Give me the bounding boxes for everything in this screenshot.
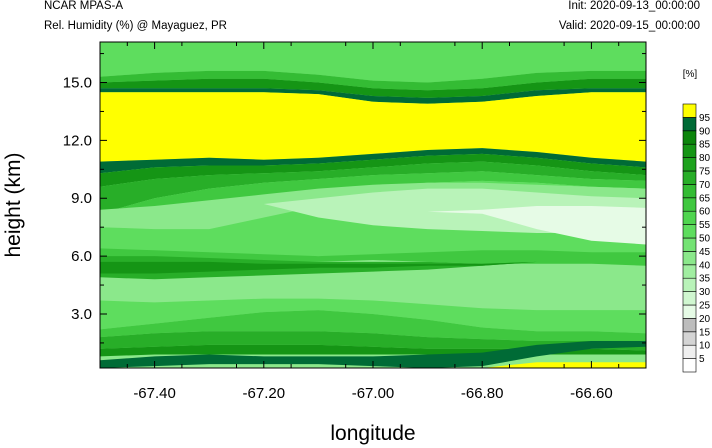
colorbar-level-label: 75: [699, 167, 711, 178]
model-title: NCAR MPAS-A: [44, 0, 124, 12]
humidity-band-18: [100, 298, 646, 334]
colorbar-swatch: [682, 157, 697, 172]
humidity-band-19: [100, 310, 646, 341]
y-tick-label: 3.0: [71, 306, 92, 323]
colorbar-level-label: 35: [699, 274, 711, 285]
colorbar-level-label: 65: [699, 193, 711, 204]
colorbar-level-label: 85: [699, 140, 711, 151]
colorbar-swatch: [682, 170, 697, 185]
colorbar-swatch: [682, 277, 697, 292]
colorbar-swatch: [682, 210, 697, 225]
colorbar-swatch: [682, 251, 697, 266]
x-axis: -67.40 -67.20 -67.00 -66.80 -66.60: [126, 42, 620, 402]
chart-subtitle: Rel. Humidity (%) @ Mayaguez, PR: [44, 20, 227, 32]
x-tick-label: -67.40: [133, 385, 176, 402]
colorbar-level-label: 90: [699, 126, 711, 137]
colorbar-level-label: 70: [699, 180, 711, 191]
y-axis-title: height (km): [2, 152, 25, 257]
humidity-band-3: [100, 70, 646, 91]
colorbar-swatch: [682, 358, 697, 373]
x-tick-label: -67.20: [243, 385, 286, 402]
colorbar-swatch: [682, 237, 697, 252]
humidity-band-6: [100, 92, 646, 162]
colorbar-level-label: 45: [699, 247, 711, 258]
colorbar-level-label: 95: [699, 113, 711, 124]
y-tick-label: 15.0: [63, 75, 92, 92]
colorbar-level-label: 15: [699, 327, 711, 338]
x-tick-label: -66.80: [461, 385, 504, 402]
y-tick-label: 9.0: [71, 190, 92, 207]
colorbar-swatch: [682, 130, 697, 145]
colorbar-level-label: 20: [699, 314, 711, 325]
colorbar-swatch: [682, 197, 697, 212]
colorbar-swatch: [682, 331, 697, 346]
colorbar-swatch: [682, 344, 697, 359]
humidity-band-14: [100, 206, 646, 245]
humidity-band-2: [100, 42, 646, 83]
y-tick-label: 6.0: [71, 248, 92, 265]
humidity-band-9: [100, 161, 646, 214]
colorbar-swatch: [682, 103, 697, 118]
init-time: Init: 2020-09-13_00:00:00: [568, 0, 700, 12]
colorbar-unit-label: [%]: [683, 69, 698, 80]
colorbar-level-label: 50: [699, 234, 711, 245]
humidity-band-22: [100, 341, 646, 368]
humidity-band-8: [100, 153, 646, 187]
valid-time: Valid: 2020-09-15_00:00:00: [558, 20, 700, 32]
colorbar-swatch: [682, 304, 697, 319]
colorbar-swatch: [682, 184, 697, 199]
colorbar-level-label: 60: [699, 207, 711, 218]
colorbar-swatch: [682, 224, 697, 239]
humidity-band-10: [100, 171, 646, 226]
y-axis: 3.0 6.0 9.0 12.0 15.0: [63, 53, 646, 344]
humidity-band-17: [100, 261, 646, 274]
humidity-band-7: [100, 148, 646, 174]
colorbar-level-label: 5: [699, 354, 705, 365]
humidity-band-13: [100, 188, 646, 233]
x-tick-label: -66.60: [570, 385, 613, 402]
x-axis-title: longitude: [330, 422, 415, 445]
colorbar-swatch: [682, 117, 697, 132]
colorbar-level-label: 40: [699, 260, 711, 271]
humidity-bands: [100, 42, 646, 368]
humidity-band-5: [100, 88, 646, 104]
colorbar-level-label: 55: [699, 220, 711, 231]
colorbar-swatch: [682, 318, 697, 333]
colorbar-swatch: [682, 143, 697, 158]
colorbar-swatch: [682, 291, 697, 306]
colorbar-level-label: 30: [699, 287, 711, 298]
colorbar-level-label: 80: [699, 153, 711, 164]
colorbar-swatch: [682, 264, 697, 279]
colorbar-level-label: 10: [699, 341, 711, 352]
colorbar-level-label: 25: [699, 301, 711, 312]
x-tick-label: -67.00: [352, 385, 395, 402]
colorbar: 5 10 15 20 25 30 35 40 45 50 55 60 65 70 75 80 85 90 95: [682, 103, 711, 373]
humidity-band-20: [100, 331, 646, 351]
y-tick-label: 12.0: [63, 132, 92, 149]
